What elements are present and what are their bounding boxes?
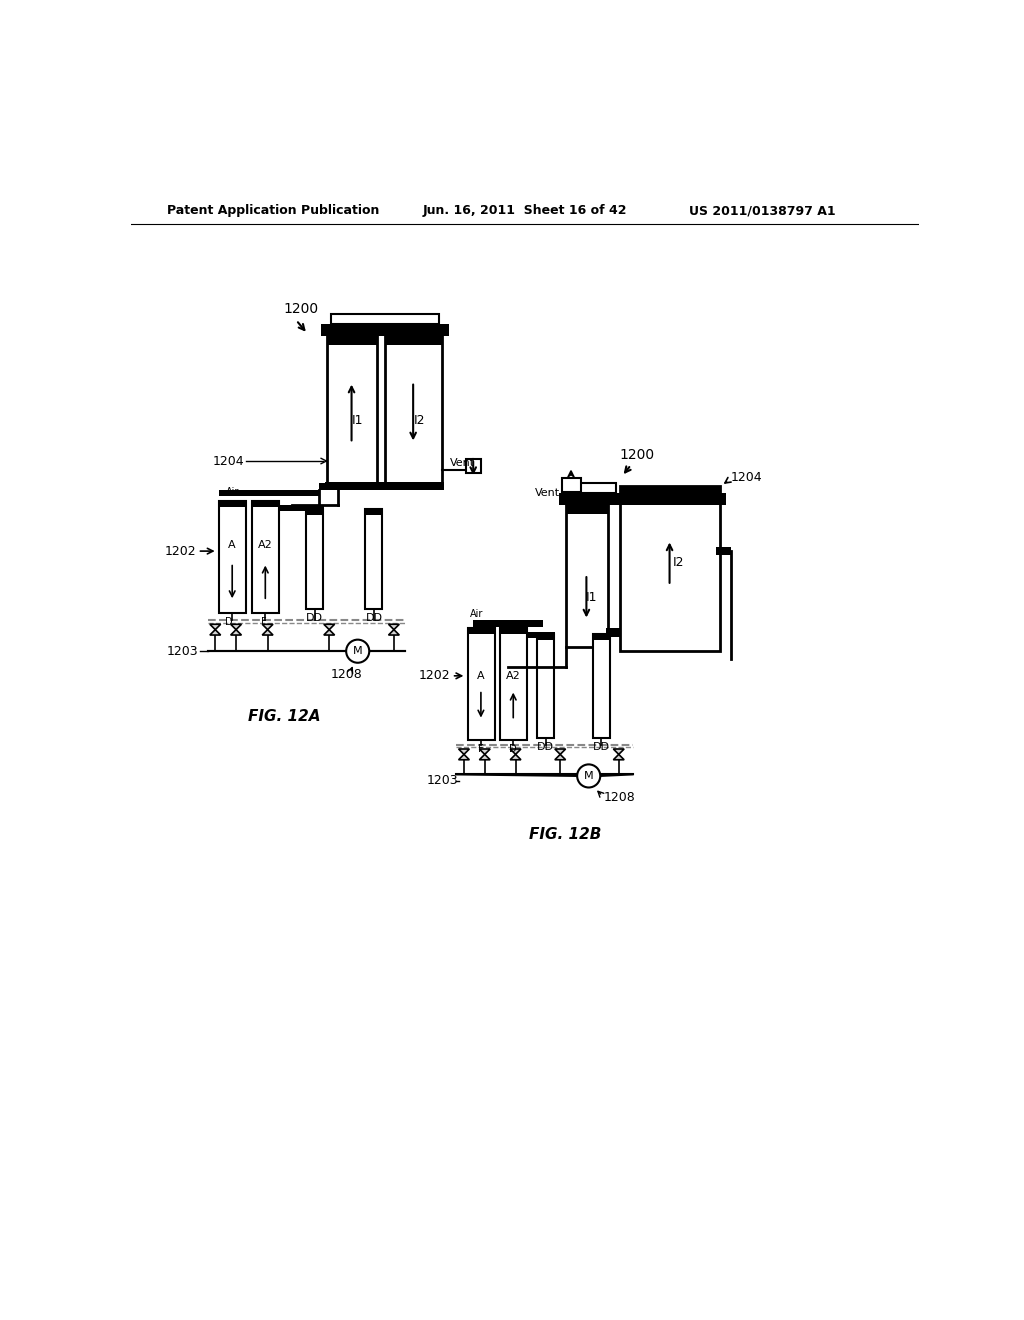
Text: 1208: 1208 — [604, 791, 636, 804]
Text: A: A — [228, 540, 236, 550]
Text: 1208: 1208 — [331, 668, 362, 681]
Text: 1200: 1200 — [620, 447, 654, 462]
Polygon shape — [479, 755, 490, 760]
Polygon shape — [613, 755, 625, 760]
Bar — [538, 635, 554, 640]
Text: D: D — [224, 616, 232, 627]
Text: Patent Application Publication: Patent Application Publication — [167, 205, 379, 218]
Bar — [559, 494, 726, 504]
Text: A2: A2 — [258, 540, 272, 550]
Bar — [327, 335, 377, 345]
Text: Air: Air — [470, 610, 483, 619]
Polygon shape — [324, 624, 335, 630]
Polygon shape — [510, 748, 521, 755]
Text: 1203: 1203 — [426, 774, 458, 787]
Text: I2: I2 — [414, 413, 425, 426]
Text: 1204: 1204 — [213, 454, 245, 467]
Polygon shape — [262, 630, 273, 635]
Polygon shape — [555, 755, 565, 760]
Polygon shape — [262, 624, 273, 630]
Text: DD: DD — [366, 612, 382, 623]
Bar — [385, 335, 442, 486]
Text: 1202: 1202 — [419, 669, 451, 682]
Text: A2: A2 — [506, 671, 520, 681]
Text: I2: I2 — [673, 556, 685, 569]
Text: F: F — [478, 744, 483, 754]
Text: I1: I1 — [352, 413, 364, 426]
Bar — [219, 502, 246, 612]
Polygon shape — [479, 748, 490, 755]
Text: DD: DD — [593, 742, 609, 752]
Text: DD: DD — [538, 742, 554, 752]
Polygon shape — [459, 755, 469, 760]
Bar — [468, 628, 495, 635]
Bar — [562, 478, 581, 492]
Text: M: M — [353, 647, 362, 656]
Text: M: M — [584, 771, 594, 781]
Text: Air: Air — [225, 487, 239, 496]
Polygon shape — [324, 630, 335, 635]
Bar — [278, 506, 324, 511]
Bar — [565, 506, 608, 515]
Polygon shape — [230, 630, 242, 635]
Bar — [252, 502, 280, 507]
Bar — [716, 548, 731, 554]
Bar — [500, 628, 527, 739]
Bar — [538, 635, 554, 738]
Bar — [593, 635, 609, 640]
Bar — [219, 490, 319, 495]
Text: FIG. 12A: FIG. 12A — [248, 709, 321, 725]
Bar — [321, 323, 449, 335]
Bar — [331, 314, 438, 323]
Bar — [565, 506, 608, 647]
Bar — [500, 628, 527, 635]
Text: D: D — [509, 744, 517, 754]
Bar — [569, 483, 615, 494]
Text: Vent: Vent — [451, 458, 475, 467]
Text: I1: I1 — [586, 591, 597, 603]
Polygon shape — [210, 624, 220, 630]
Bar — [306, 508, 323, 515]
Bar — [252, 502, 280, 612]
Text: F: F — [261, 616, 266, 627]
Bar — [606, 628, 621, 638]
Bar — [473, 620, 543, 627]
Bar — [306, 508, 323, 609]
Text: US 2011/0138797 A1: US 2011/0138797 A1 — [689, 205, 836, 218]
Polygon shape — [510, 755, 521, 760]
Text: Vent: Vent — [535, 488, 560, 499]
Circle shape — [578, 764, 600, 788]
Bar — [219, 502, 246, 507]
Bar — [326, 482, 444, 490]
Text: DD: DD — [306, 612, 324, 623]
Circle shape — [346, 640, 370, 663]
Bar — [620, 486, 720, 651]
Bar — [327, 335, 377, 486]
Text: FIG. 12B: FIG. 12B — [529, 826, 602, 842]
Text: Jun. 16, 2011  Sheet 16 of 42: Jun. 16, 2011 Sheet 16 of 42 — [423, 205, 627, 218]
Bar — [466, 459, 481, 473]
Text: 1202: 1202 — [165, 545, 196, 557]
Polygon shape — [459, 748, 469, 755]
Text: A: A — [477, 671, 484, 681]
Polygon shape — [388, 630, 399, 635]
Text: 1200: 1200 — [283, 301, 318, 315]
Bar — [366, 508, 382, 515]
Polygon shape — [230, 624, 242, 630]
Bar — [385, 335, 442, 345]
Polygon shape — [210, 630, 220, 635]
Bar — [525, 632, 555, 638]
Polygon shape — [555, 748, 565, 755]
Bar — [468, 628, 495, 739]
Bar — [319, 483, 444, 490]
Bar — [620, 486, 720, 495]
Text: 1203: 1203 — [167, 644, 199, 657]
Polygon shape — [388, 624, 399, 630]
Bar — [593, 635, 609, 738]
Text: 1204: 1204 — [731, 471, 763, 484]
Bar — [366, 508, 382, 609]
Polygon shape — [613, 748, 625, 755]
